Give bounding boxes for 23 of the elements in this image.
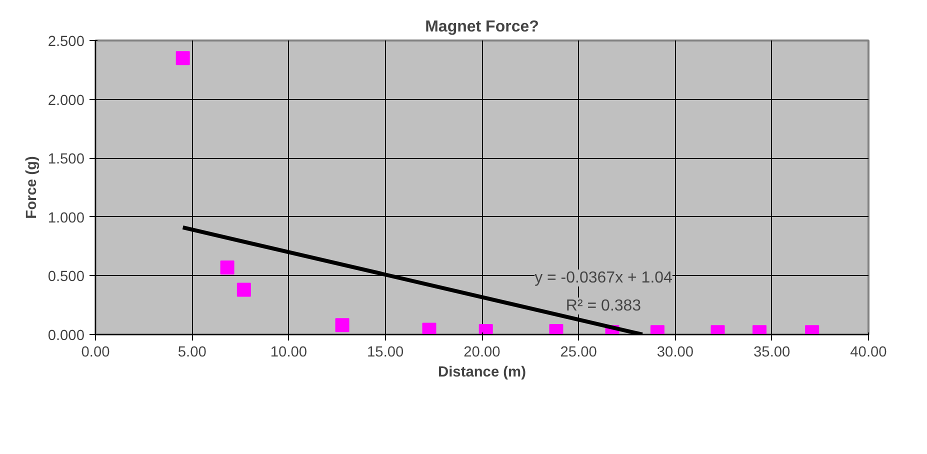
x-tick-label: 40.00 (850, 344, 887, 360)
y-tick-label: 2.000 (48, 92, 85, 109)
point (176, 51, 190, 66)
x-axis-title: Distance (m) (438, 364, 526, 380)
x-tick-label: 15.00 (367, 344, 404, 360)
y-tick-label: 1.500 (48, 152, 85, 168)
chart-title: Magnet Force? (425, 18, 539, 36)
y-axis-title: Force (g) (24, 156, 40, 219)
point (220, 260, 234, 274)
point (422, 322, 436, 334)
annotation: R² = 0.383 (566, 298, 642, 314)
x-tick-label: 30.00 (656, 344, 694, 360)
x-tick-label: 35.00 (754, 344, 790, 360)
y-tick-label: 0.500 (48, 269, 85, 286)
y-tick-label: 2.500 (48, 34, 85, 50)
y-tick-label: 0.000 (48, 328, 85, 344)
y-tick-label: 1.000 (48, 210, 85, 226)
x-tick-label: 25.00 (560, 344, 597, 360)
x-tick-label: 5.00 (178, 344, 206, 360)
annotation: y = -0.0367x + 1.04 (534, 270, 673, 286)
x-tick-label: 0.00 (81, 344, 110, 360)
x-tick-label: 20.00 (464, 344, 500, 360)
x-tick-label: 10.00 (270, 344, 308, 360)
